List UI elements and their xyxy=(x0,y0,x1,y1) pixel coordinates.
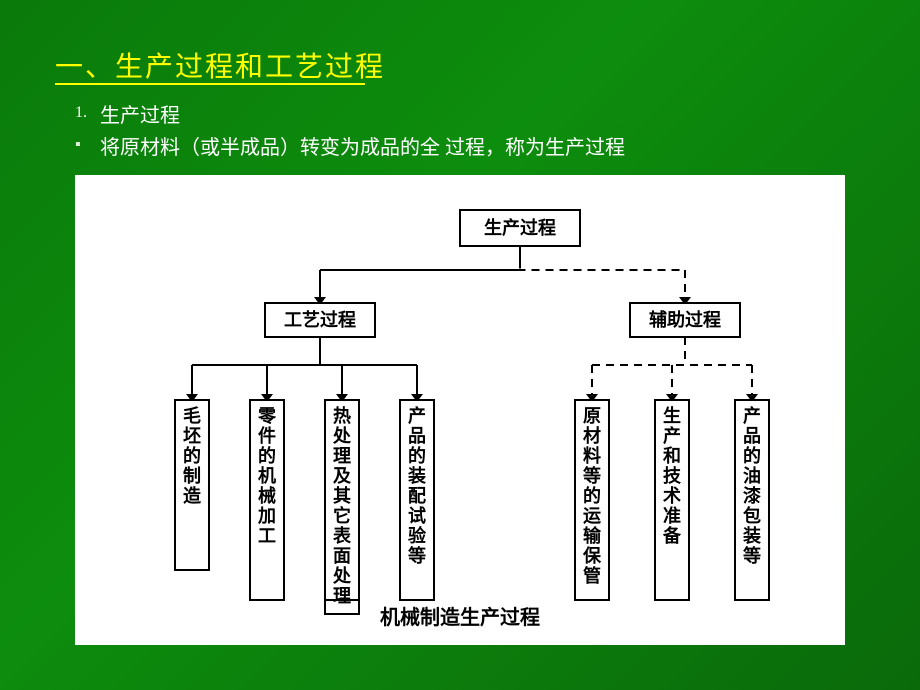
svg-text:工: 工 xyxy=(258,526,276,546)
bullet-marker: ▪ xyxy=(75,132,100,164)
slide-title: 一、生产过程和工艺过程 xyxy=(55,45,385,85)
svg-text:验: 验 xyxy=(408,525,427,546)
svg-text:准: 准 xyxy=(663,505,681,526)
svg-text:理: 理 xyxy=(333,446,351,466)
svg-text:生: 生 xyxy=(663,405,681,426)
svg-text:管: 管 xyxy=(583,565,601,586)
svg-text:试: 试 xyxy=(408,505,426,526)
list-text: 生产过程 xyxy=(100,100,180,132)
text-block: 1. 生产过程 ▪ 将原材料（或半成品）转变为成品的全 过程，称为生产过程 xyxy=(75,100,625,164)
svg-text:它: 它 xyxy=(333,505,351,526)
svg-text:等: 等 xyxy=(743,545,761,566)
svg-text:和: 和 xyxy=(663,446,681,466)
svg-text:其: 其 xyxy=(333,486,351,506)
svg-text:械: 械 xyxy=(258,485,276,506)
svg-text:的: 的 xyxy=(743,445,761,466)
svg-text:品: 品 xyxy=(743,426,761,446)
title-underline xyxy=(55,83,365,85)
svg-text:技: 技 xyxy=(663,465,682,486)
svg-text:的: 的 xyxy=(183,445,201,466)
svg-text:产: 产 xyxy=(743,405,761,426)
svg-text:产: 产 xyxy=(408,405,426,426)
svg-text:漆: 漆 xyxy=(743,485,761,506)
svg-text:术: 术 xyxy=(663,485,681,506)
svg-text:的: 的 xyxy=(258,445,276,466)
slide: 一、生产过程和工艺过程 1. 生产过程 ▪ 将原材料（或半成品）转变为成品的全 … xyxy=(0,0,920,690)
svg-text:生产过程: 生产过程 xyxy=(484,217,556,238)
svg-text:机: 机 xyxy=(258,466,276,486)
svg-text:品: 品 xyxy=(408,426,426,446)
svg-text:油: 油 xyxy=(743,465,761,486)
svg-text:的: 的 xyxy=(583,485,601,506)
svg-text:等: 等 xyxy=(583,465,601,486)
svg-text:面: 面 xyxy=(333,546,351,566)
svg-text:毛: 毛 xyxy=(183,405,201,426)
svg-text:输: 输 xyxy=(583,525,602,546)
svg-text:处: 处 xyxy=(332,425,352,446)
svg-text:零: 零 xyxy=(257,406,277,426)
svg-text:装: 装 xyxy=(408,465,426,486)
svg-text:造: 造 xyxy=(183,485,201,506)
svg-text:配: 配 xyxy=(408,486,426,506)
svg-text:保: 保 xyxy=(582,545,602,566)
svg-text:料: 料 xyxy=(583,445,601,466)
flowchart-diagram: 生产过程工艺过程辅助过程毛坯的制造零件的机械加工热处理及其它表面处理产品的装配试… xyxy=(75,175,845,645)
svg-text:坯: 坯 xyxy=(183,426,201,446)
list-item: 1. 生产过程 xyxy=(75,100,625,132)
svg-text:加: 加 xyxy=(257,506,276,526)
svg-text:制: 制 xyxy=(183,466,201,486)
svg-text:包: 包 xyxy=(743,505,761,526)
svg-text:原: 原 xyxy=(583,406,601,426)
svg-text:辅助过程: 辅助过程 xyxy=(649,309,721,330)
svg-text:表: 表 xyxy=(333,525,352,546)
svg-text:工艺过程: 工艺过程 xyxy=(284,309,356,330)
list-item: ▪ 将原材料（或半成品）转变为成品的全 过程，称为生产过程 xyxy=(75,132,625,164)
svg-text:等: 等 xyxy=(408,545,426,566)
svg-text:处: 处 xyxy=(332,565,352,586)
svg-text:材: 材 xyxy=(583,425,601,446)
svg-text:产: 产 xyxy=(663,425,681,446)
svg-text:热: 热 xyxy=(333,405,351,426)
bullet-marker: 1. xyxy=(75,100,100,132)
svg-text:的: 的 xyxy=(408,445,426,466)
svg-text:运: 运 xyxy=(583,506,601,526)
diagram-svg: 生产过程工艺过程辅助过程毛坯的制造零件的机械加工热处理及其它表面处理产品的装配试… xyxy=(75,175,845,645)
svg-text:备: 备 xyxy=(662,525,682,546)
diagram-caption: 机械制造生产过程 xyxy=(75,601,845,630)
svg-text:装: 装 xyxy=(743,525,761,546)
list-text: 将原材料（或半成品）转变为成品的全 过程，称为生产过程 xyxy=(100,132,625,164)
svg-text:及: 及 xyxy=(333,466,352,486)
svg-text:件: 件 xyxy=(258,425,276,446)
